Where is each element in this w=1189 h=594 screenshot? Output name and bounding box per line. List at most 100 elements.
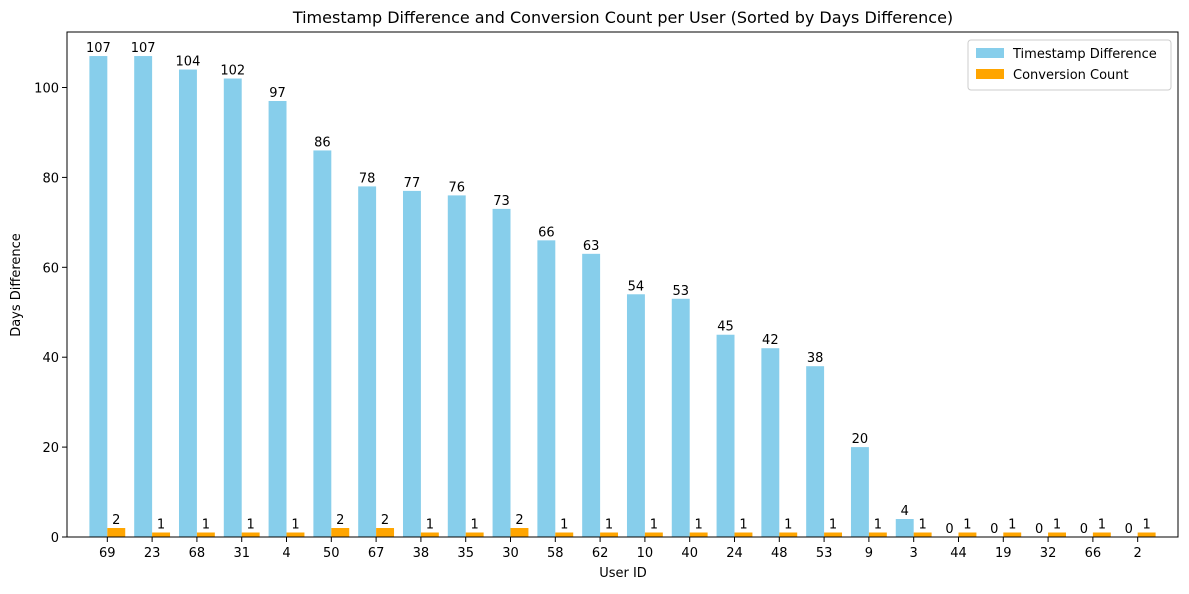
data-label-conversion-count-50: 2 bbox=[336, 513, 344, 528]
data-label-timestamp-difference-44: 0 bbox=[945, 522, 953, 537]
bar-timestamp-difference-35 bbox=[447, 195, 466, 537]
x-tick-label-68: 68 bbox=[189, 546, 206, 561]
bar-conversion-count-40 bbox=[689, 532, 708, 537]
bar-timestamp-difference-3 bbox=[895, 519, 914, 537]
bar-conversion-count-2 bbox=[1137, 532, 1156, 537]
bar-conversion-count-19 bbox=[1003, 532, 1022, 537]
data-label-timestamp-difference-24: 45 bbox=[717, 320, 734, 335]
data-label-timestamp-difference-4: 97 bbox=[269, 86, 286, 101]
data-label-conversion-count-30: 2 bbox=[515, 513, 523, 528]
data-label-timestamp-difference-2: 0 bbox=[1125, 522, 1133, 537]
data-label-conversion-count-40: 1 bbox=[695, 518, 703, 533]
bar-conversion-count-31 bbox=[241, 532, 260, 537]
data-label-timestamp-difference-67: 78 bbox=[359, 171, 376, 186]
data-label-timestamp-difference-30: 73 bbox=[493, 194, 510, 209]
bar-timestamp-difference-67 bbox=[358, 186, 377, 537]
chart-title: Timestamp Difference and Conversion Coun… bbox=[292, 8, 953, 27]
x-axis-label: User ID bbox=[599, 566, 647, 581]
bar-conversion-count-32 bbox=[1048, 532, 1067, 537]
y-tick-label-20: 20 bbox=[42, 441, 59, 456]
bar-conversion-count-3 bbox=[913, 532, 932, 537]
bar-conversion-count-50 bbox=[331, 528, 350, 537]
data-label-conversion-count-48: 1 bbox=[784, 518, 792, 533]
data-label-timestamp-difference-19: 0 bbox=[990, 522, 998, 537]
x-axis: 69 23 68 31 4 50 67 38 35 30 58 62 10 40 24 48 53 9 3 44 19 3… bbox=[99, 537, 1142, 561]
bar-conversion-count-58 bbox=[555, 532, 574, 537]
y-axis: 0 20 40 60 80 100 bbox=[34, 82, 67, 546]
x-tick-label-58: 58 bbox=[547, 546, 564, 561]
bar-conversion-count-4 bbox=[286, 532, 305, 537]
y-axis-label: Days Difference bbox=[9, 233, 24, 337]
y-tick-label-0: 0 bbox=[51, 531, 59, 546]
bar-timestamp-difference-38 bbox=[402, 190, 421, 537]
legend-swatch-conversion-count bbox=[976, 69, 1004, 79]
bar-conversion-count-38 bbox=[420, 532, 439, 537]
data-label-timestamp-difference-31: 102 bbox=[220, 64, 245, 79]
x-tick-label-31: 31 bbox=[233, 546, 250, 561]
x-tick-label-67: 67 bbox=[368, 546, 385, 561]
bar-conversion-count-23 bbox=[152, 532, 171, 537]
data-label-conversion-count-2: 1 bbox=[1143, 518, 1151, 533]
data-label-timestamp-difference-66: 0 bbox=[1080, 522, 1088, 537]
bar-timestamp-difference-53 bbox=[806, 366, 825, 537]
data-label-conversion-count-32: 1 bbox=[1053, 518, 1061, 533]
bar-conversion-count-68 bbox=[196, 532, 215, 537]
bar-conversion-count-53 bbox=[824, 532, 843, 537]
data-label-timestamp-difference-23: 107 bbox=[131, 41, 156, 56]
plot-frame bbox=[66, 31, 1179, 538]
data-label-timestamp-difference-62: 63 bbox=[583, 239, 600, 254]
x-tick-label-40: 40 bbox=[681, 546, 698, 561]
data-label-timestamp-difference-9: 20 bbox=[852, 432, 869, 447]
x-tick-label-48: 48 bbox=[771, 546, 788, 561]
bar-timestamp-difference-58 bbox=[537, 240, 556, 538]
data-label-conversion-count-3: 1 bbox=[919, 518, 927, 533]
bar-timestamp-difference-31 bbox=[223, 78, 242, 537]
bar-conversion-count-35 bbox=[465, 532, 484, 537]
data-label-timestamp-difference-53: 38 bbox=[807, 351, 824, 366]
legend-swatch-timestamp-difference bbox=[976, 48, 1004, 58]
x-tick-label-30: 30 bbox=[502, 546, 519, 561]
x-tick-label-23: 23 bbox=[144, 546, 161, 561]
x-tick-label-50: 50 bbox=[323, 546, 340, 561]
data-label-conversion-count-23: 1 bbox=[157, 518, 165, 533]
y-tick-label-80: 80 bbox=[42, 171, 59, 186]
data-label-conversion-count-69: 2 bbox=[112, 513, 120, 528]
bar-timestamp-difference-24 bbox=[716, 334, 735, 537]
bar-conversion-count-48 bbox=[779, 532, 798, 537]
data-label-conversion-count-35: 1 bbox=[471, 518, 479, 533]
bars-layer bbox=[89, 56, 1156, 538]
data-label-conversion-count-4: 1 bbox=[291, 518, 299, 533]
data-label-conversion-count-10: 1 bbox=[650, 518, 658, 533]
bar-timestamp-difference-48 bbox=[761, 348, 780, 537]
x-tick-label-3: 3 bbox=[910, 546, 918, 561]
bar-timestamp-difference-50 bbox=[313, 150, 332, 538]
x-tick-label-10: 10 bbox=[637, 546, 654, 561]
y-tick-label-60: 60 bbox=[42, 261, 59, 276]
data-label-conversion-count-58: 1 bbox=[560, 518, 568, 533]
bar-conversion-count-30 bbox=[510, 528, 529, 537]
data-label-timestamp-difference-50: 86 bbox=[314, 135, 331, 150]
data-label-conversion-count-38: 1 bbox=[426, 518, 434, 533]
data-label-conversion-count-66: 1 bbox=[1098, 518, 1106, 533]
data-label-conversion-count-67: 2 bbox=[381, 513, 389, 528]
y-tick-label-100: 100 bbox=[34, 82, 59, 97]
bar-timestamp-difference-9 bbox=[850, 447, 869, 537]
x-tick-label-38: 38 bbox=[413, 546, 430, 561]
bar-conversion-count-69 bbox=[107, 528, 126, 537]
data-label-conversion-count-53: 1 bbox=[829, 518, 837, 533]
bar-conversion-count-10 bbox=[644, 532, 663, 537]
x-tick-label-9: 9 bbox=[865, 546, 873, 561]
bar-timestamp-difference-10 bbox=[626, 294, 645, 537]
bar-timestamp-difference-4 bbox=[268, 100, 287, 538]
x-tick-label-69: 69 bbox=[99, 546, 116, 561]
x-tick-label-4: 4 bbox=[282, 546, 290, 561]
legend-box bbox=[967, 39, 1172, 91]
bar-conversion-count-9 bbox=[868, 532, 887, 537]
bar-timestamp-difference-23 bbox=[134, 56, 153, 538]
bar-timestamp-difference-68 bbox=[178, 69, 197, 538]
data-label-timestamp-difference-32: 0 bbox=[1035, 522, 1043, 537]
data-label-timestamp-difference-10: 54 bbox=[628, 279, 645, 294]
